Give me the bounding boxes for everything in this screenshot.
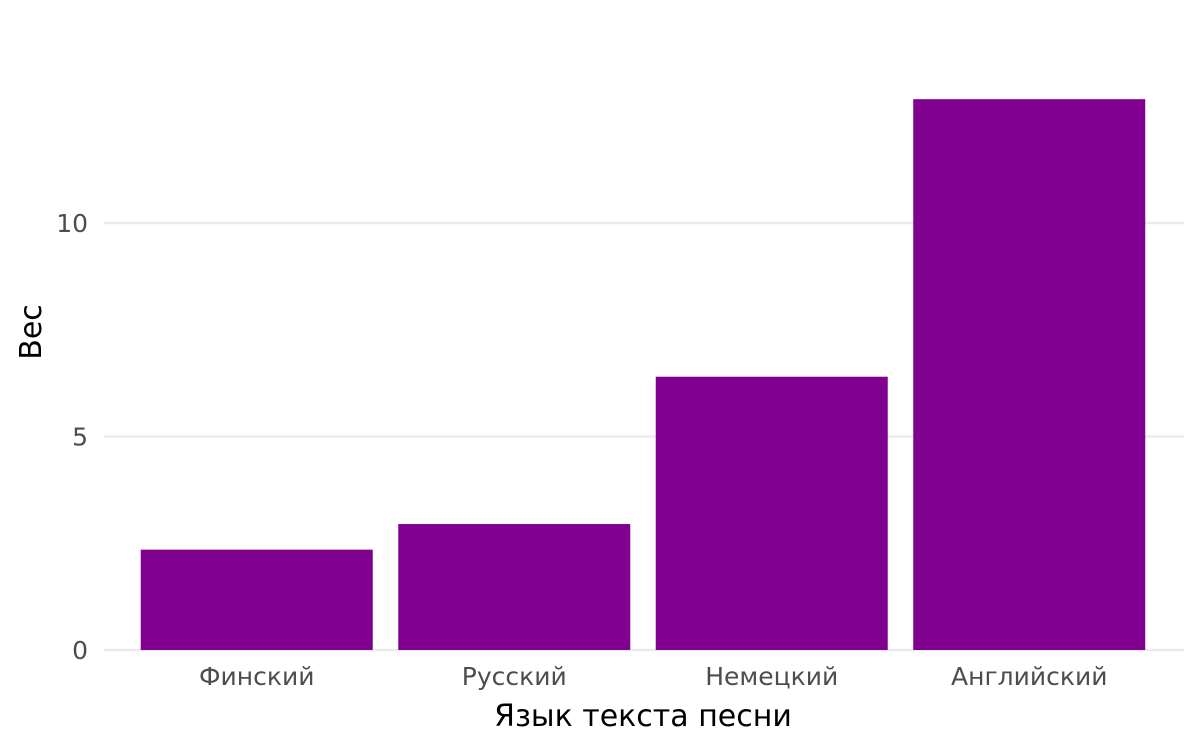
bar [398, 524, 631, 650]
x-tick-labels: Финский Русский Немецкий Английский [199, 662, 1107, 691]
x-tick-label: Английский [951, 662, 1107, 691]
bars [140, 99, 1146, 651]
bar [913, 99, 1146, 651]
x-axis-title: Язык текста песни [494, 699, 792, 734]
x-tick-label: Финский [199, 662, 314, 691]
x-tick-label: Русский [462, 662, 567, 691]
x-tick-label: Немецкий [705, 662, 838, 691]
bar [655, 376, 888, 650]
y-tick-label: 5 [72, 423, 88, 452]
bar [140, 549, 373, 650]
y-tick-labels: 0 5 10 [56, 209, 88, 665]
y-tick-label: 0 [72, 636, 88, 665]
y-tick-label: 10 [56, 209, 88, 238]
y-axis-title: Вес [14, 304, 49, 360]
